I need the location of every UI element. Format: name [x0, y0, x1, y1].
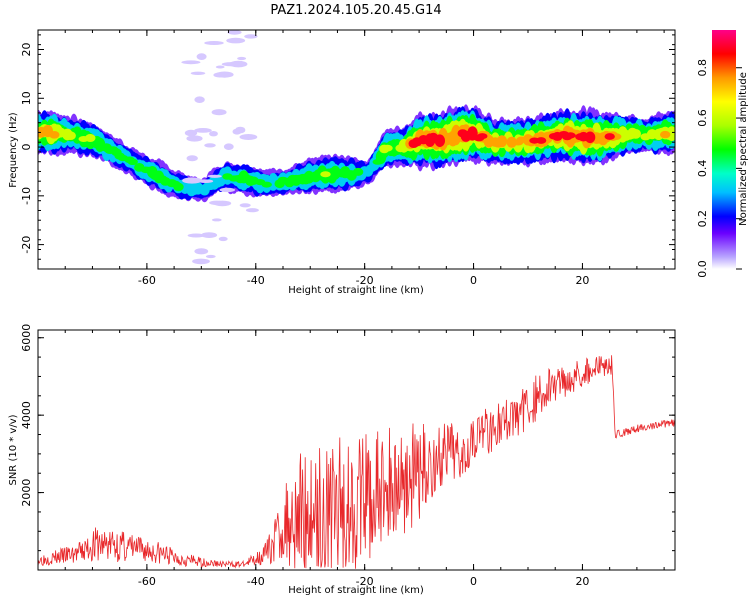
y-tick-label: -10 [20, 187, 33, 205]
heatmap-speckle [186, 155, 198, 162]
y-tick-label: 4000 [20, 401, 33, 429]
heatmap-cell [604, 133, 615, 140]
heatmap-speckle [223, 143, 234, 150]
snr-x-label: Height of straight line (km) [288, 585, 424, 596]
heatmap-cell [49, 131, 60, 139]
heatmap-cell [630, 129, 641, 139]
heatmap-speckle [187, 233, 205, 238]
heatmap-speckle [245, 208, 259, 213]
heatmap-speckle [196, 53, 207, 60]
heatmap-speckle [204, 41, 224, 45]
heatmap-cell [506, 136, 517, 148]
heatmap-level-6 [408, 126, 615, 149]
heatmap-speckle [239, 134, 258, 140]
heatmap-speckle [194, 127, 212, 133]
heatmap-cell [85, 134, 96, 142]
snr-panel: -60 -40 -20 0 20 2000 4000 6000 Height of strai… [8, 324, 676, 596]
spectrogram-border [37, 29, 676, 270]
x-tick-label: -60 [138, 575, 156, 588]
heatmap-speckle [219, 187, 236, 193]
x-tick-label: -20 [356, 274, 374, 287]
heatmap-speckle [237, 56, 247, 61]
chart-title: PAZ1.2024.105.20.45.G14 [270, 3, 441, 18]
heatmap-cell [261, 181, 272, 188]
heatmap-speckle [235, 126, 246, 134]
heatmap-speckle [227, 30, 242, 35]
heatmap-cell [127, 158, 138, 165]
heatmap-speckle [190, 71, 206, 76]
heatmap-cell [669, 128, 675, 136]
y-tick-label: 6000 [20, 324, 33, 352]
spectrogram-x-label: Height of straight line (km) [288, 285, 424, 296]
heatmap-cell [320, 171, 331, 178]
x-tick-label: -40 [247, 575, 265, 588]
heatmap-speckle [213, 72, 226, 78]
spectrogram-y-label: Frequency (Hz) [8, 112, 19, 188]
colorbar-tick-label: 0.2 [696, 210, 709, 228]
heatmap-speckle [218, 236, 228, 242]
x-tick-label: -20 [356, 575, 374, 588]
x-tick-label: 20 [575, 575, 589, 588]
heatmap-speckle [194, 96, 205, 103]
heatmap-cell [434, 134, 445, 147]
snr-frame [38, 330, 675, 570]
heatmap-speckle [205, 254, 216, 259]
x-tick-label: 0 [470, 274, 477, 287]
heatmap-speckle [215, 65, 225, 69]
heatmap-cell [496, 135, 508, 148]
colorbar-label: Normalized spectral amplitude [738, 72, 749, 226]
heatmap-speckle [182, 177, 202, 184]
snr-y-label: SNR (10 * v/v) [8, 414, 19, 485]
snr-border [37, 329, 676, 571]
heatmap-cell [477, 133, 488, 140]
snr-series-line [38, 355, 675, 569]
colorbar-tick-label: 0.0 [696, 260, 709, 278]
heatmap-speckle [197, 179, 214, 183]
heatmap-speckle [181, 60, 201, 65]
heatmap-cell [382, 144, 393, 152]
heatmap-speckle [221, 62, 241, 67]
spectrogram-panel: -60 -40 -20 0 20 -20 -10 0 10 20 Height of straig… [8, 29, 676, 296]
y-tick-label: -20 [20, 236, 33, 254]
heatmap-cell [565, 132, 576, 139]
colorbar-gradient [712, 30, 736, 269]
heatmap-speckle [186, 135, 203, 142]
y-tick-label: 0 [20, 144, 33, 151]
x-tick-label: -60 [138, 274, 156, 287]
heatmap-speckle [244, 34, 258, 39]
heatmap-speckle [211, 218, 222, 222]
heatmap-speckle [207, 174, 222, 178]
y-tick-label: 20 [20, 43, 33, 57]
colorbar: 0.0 0.2 0.4 0.6 0.8 Normalized spectral ampl… [696, 30, 749, 278]
x-tick-label: 0 [470, 575, 477, 588]
heatmap-cell [535, 137, 547, 144]
colorbar-tick-label: 0.6 [696, 109, 709, 127]
heatmap-cell [584, 131, 596, 144]
heatmap-speckle [184, 129, 198, 137]
heatmap-cell [352, 167, 364, 176]
heatmap-speckle [211, 109, 227, 116]
heatmap-speckle [226, 37, 246, 44]
heatmap-speckle [194, 248, 209, 255]
heatmap-speckle [204, 143, 216, 148]
spectrogram-heatmap [38, 30, 675, 265]
y-tick-label: 2000 [20, 479, 33, 507]
heatmap-speckle [192, 258, 210, 265]
x-tick-label: -40 [247, 274, 265, 287]
y-tick-label: 10 [20, 91, 33, 105]
heatmap-speckle [201, 232, 218, 239]
colorbar-tick-label: 0.4 [696, 160, 709, 178]
x-tick-label: 20 [575, 274, 589, 287]
heatmap-speckle [209, 200, 225, 205]
heatmap-cell [65, 131, 76, 140]
colorbar-tick-label: 0.8 [696, 59, 709, 77]
heatmap-speckle [209, 131, 218, 137]
heatmap-cell [173, 182, 184, 192]
heatmap-cell [660, 130, 671, 139]
heatmap-speckle [239, 203, 251, 208]
